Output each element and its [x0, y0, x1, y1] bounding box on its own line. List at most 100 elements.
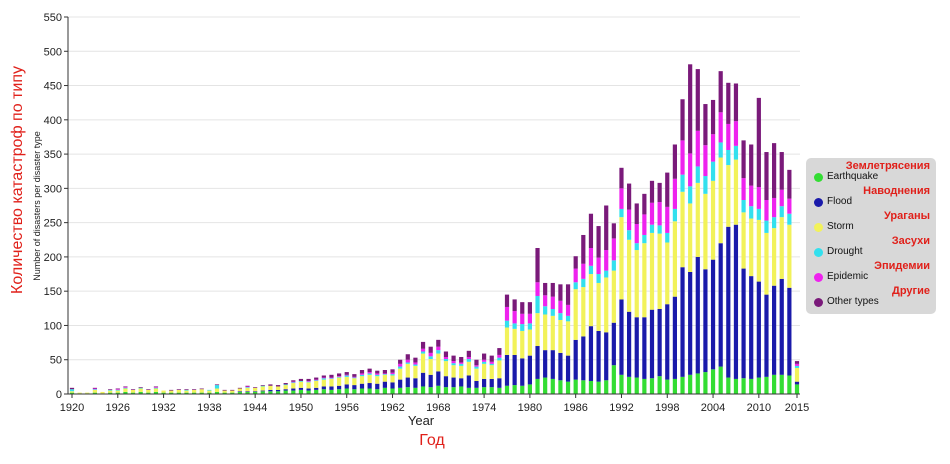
bar-segment-flood	[619, 299, 624, 375]
bar-segment-earthquake	[207, 392, 212, 394]
legend-item-storm[interactable]: Ураганы Storm	[806, 210, 936, 235]
bar-segment-flood	[695, 256, 700, 374]
bar-segment-drought	[756, 208, 761, 220]
bar-segment-storm	[749, 218, 754, 277]
bar-segment-storm	[291, 383, 296, 389]
bar-segment-flood	[611, 322, 616, 366]
bar-segment-other-types	[245, 385, 250, 387]
bar-segment-earthquake	[405, 387, 410, 394]
bar-segment-earthquake	[359, 388, 365, 394]
bar-segment-epidemic	[764, 200, 769, 221]
bar-segment-storm	[512, 328, 517, 355]
bar-segment-storm	[214, 388, 220, 392]
bar-segment-other-types	[382, 370, 387, 374]
bar-segment-storm	[390, 375, 395, 383]
legend-ru-label: Землетрясения	[845, 160, 930, 172]
bar-segment-storm	[443, 361, 449, 377]
bar-segment-storm	[161, 390, 166, 393]
bar-segment-other-types	[588, 213, 594, 248]
y-tick-label: 400	[44, 115, 62, 127]
bar-segment-epidemic	[466, 356, 471, 360]
legend-item-flood[interactable]: Наводнения Flood	[806, 185, 936, 210]
y-axis-title-ru: Количество катастроф по типу	[9, 66, 26, 294]
bar-segment-storm	[428, 359, 433, 375]
bar-segment-storm	[130, 389, 136, 393]
bar-segment-drought	[108, 389, 113, 391]
bar-segment-flood	[413, 378, 418, 388]
y-tick-label: 200	[44, 252, 62, 264]
bar-segment-other-types	[520, 302, 525, 314]
bar-segment-drought	[489, 363, 494, 366]
bar-segment-other-types	[146, 389, 151, 390]
bar-segment-earthquake	[649, 378, 655, 394]
legend: Землетрясения Earthquake Наводнения Floo…	[806, 158, 936, 314]
bar-segment-epidemic	[398, 363, 403, 367]
bar-segment-other-types	[306, 378, 311, 381]
x-axis-title-ru: Год	[419, 432, 445, 449]
bar-segment-storm	[451, 365, 456, 378]
bar-segment-drought	[680, 174, 685, 192]
bar-segment-storm	[184, 390, 189, 393]
bar-segment-drought	[344, 375, 349, 377]
legend-item-earthquake[interactable]: Землетрясения Earthquake	[806, 160, 936, 185]
bar-segment-other-types	[787, 169, 792, 199]
bar-segment-drought	[306, 381, 311, 383]
bar-segment-other-types	[283, 383, 288, 385]
bar-segment-drought	[627, 230, 632, 240]
bar-segment-drought	[512, 323, 517, 329]
bar-segment-other-types	[695, 69, 700, 131]
bar-segment-earthquake	[298, 389, 304, 394]
bar-segment-drought	[298, 380, 304, 382]
bar-segment-flood	[672, 296, 677, 379]
legend-item-drought[interactable]: Засухи Drought	[806, 235, 936, 260]
bar-segment-storm	[474, 368, 479, 381]
y-tick-label: 0	[56, 389, 62, 401]
bar-segment-epidemic	[428, 352, 433, 357]
legend-item-other[interactable]: Другие Other types	[806, 285, 936, 310]
bar-segment-flood	[588, 326, 594, 381]
bar-segment-other-types	[192, 389, 197, 390]
bar-segment-epidemic	[413, 362, 418, 365]
bar-segment-other-types	[772, 143, 777, 198]
bar-segment-storm	[298, 381, 304, 388]
bar-segment-earthquake	[749, 378, 754, 394]
bar-segment-storm	[619, 217, 624, 300]
bar-segment-flood	[680, 267, 685, 377]
bar-segment-earthquake	[161, 392, 166, 394]
bar-segment-flood	[298, 387, 304, 390]
bar-segment-storm	[375, 376, 380, 384]
bar-segment-earthquake	[214, 391, 220, 394]
bar-segment-storm	[283, 385, 288, 390]
bar-segment-epidemic	[512, 311, 517, 324]
bar-segment-other-types	[794, 361, 800, 364]
x-tick-label: 1998	[655, 402, 679, 414]
bar-segment-epidemic	[642, 214, 647, 235]
bar-segment-other-types	[115, 388, 120, 390]
bar-segment-storm	[688, 203, 693, 272]
bar-segment-epidemic	[611, 238, 616, 261]
bar-segment-epidemic	[527, 313, 532, 324]
y-tick-label: 300	[44, 183, 62, 195]
bar-segment-flood	[627, 311, 632, 377]
bar-segment-other-types	[474, 359, 479, 366]
bar-segment-storm	[123, 388, 128, 392]
bar-segment-epidemic	[627, 209, 632, 231]
bar-segment-other-types	[466, 350, 471, 357]
bar-segment-drought	[695, 166, 700, 183]
bar-segment-storm	[138, 388, 143, 392]
bar-segment-storm	[436, 353, 441, 372]
bar-segment-earthquake	[482, 387, 487, 394]
bar-segment-storm	[108, 390, 113, 393]
bar-segment-earthquake	[634, 377, 639, 394]
bar-segment-earthquake	[390, 388, 395, 394]
bar-segment-storm	[764, 232, 769, 295]
x-tick-label: 1920	[60, 402, 84, 414]
bar-segment-drought	[245, 387, 250, 388]
bar-segment-storm	[726, 165, 731, 227]
bar-segment-storm	[565, 321, 571, 356]
legend-item-epidemic[interactable]: Эпидемии Epidemic	[806, 260, 936, 285]
x-tick-label: 1980	[518, 402, 542, 414]
bar-segment-earthquake	[787, 375, 792, 394]
bar-segment-earthquake	[153, 391, 159, 394]
bar-segment-epidemic	[443, 356, 449, 360]
